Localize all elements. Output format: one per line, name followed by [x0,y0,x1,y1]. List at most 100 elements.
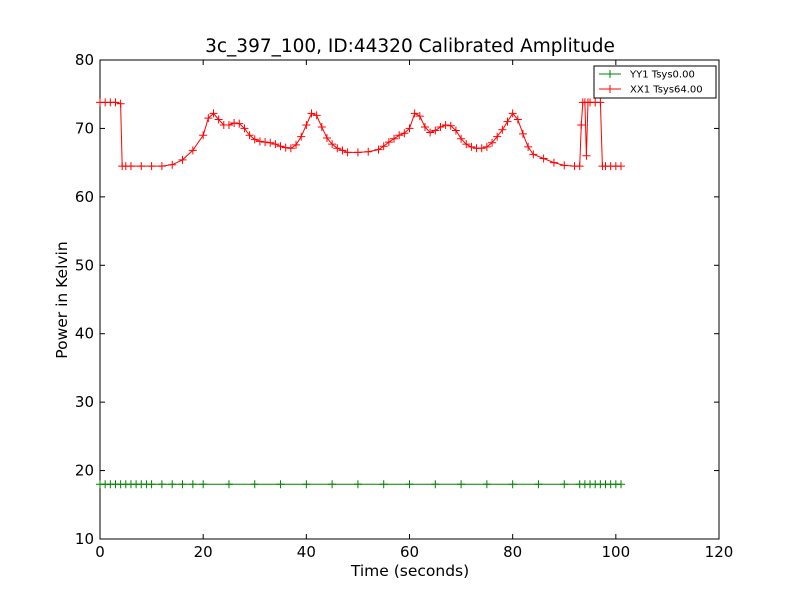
data-point [549,158,558,167]
data-point [467,142,476,151]
data-point [577,121,586,130]
data-point [503,117,512,126]
data-point [126,162,135,171]
data-point [168,480,177,489]
data-point [276,142,285,151]
x-tick-label: 60 [400,543,419,561]
data-point [322,134,331,143]
data-point [518,129,527,138]
plot-area: 0 20 40 60 80 100 120 10 20 30 40 50 60 70 80 YY1 Tsys0… [75,51,733,561]
data-point [343,148,352,157]
data-point [457,134,466,143]
data-point [224,121,233,130]
data-point [457,480,466,489]
data-point [328,140,337,149]
data-point [137,162,146,171]
data-point [111,98,120,107]
data-point [266,138,275,147]
data-point [307,109,316,118]
data-point [395,131,404,140]
legend-marker [606,85,614,93]
data-point [482,480,491,489]
data-point [353,148,362,157]
data-point [312,111,321,120]
series-1 [96,480,625,489]
y-axis-label: Power in Kelvin [53,241,71,358]
data-point [214,115,223,124]
data-point [157,480,166,489]
data-point [529,150,538,159]
data-point [539,154,548,163]
data-point [436,123,445,132]
data-point [147,480,156,489]
data-point [199,131,208,140]
data-point [379,480,388,489]
data-point [410,109,419,118]
data-point [560,161,569,170]
data-point [379,142,388,151]
y-tick-label: 20 [75,462,94,480]
legend-marker [606,70,614,78]
data-point [116,99,125,108]
data-point [328,480,337,489]
data-point [582,151,591,160]
data-point [178,155,187,164]
x-axis-label: Time (seconds) [350,562,469,580]
data-point [281,143,290,152]
data-point [240,124,249,133]
x-tick-label: 0 [95,543,105,561]
data-point [446,121,455,130]
y-tick-label: 10 [75,530,94,548]
data-point [493,132,502,141]
data-point [482,142,491,151]
data-point [353,480,362,489]
data-point [374,145,383,154]
data-point [575,162,584,171]
data-point [188,146,197,155]
data-point [188,480,197,489]
data-point [276,480,285,489]
data-point [204,114,213,123]
data-point [616,480,625,489]
data-point [364,147,373,156]
data-point [534,480,543,489]
data-point [199,480,208,489]
data-point [302,480,311,489]
data-point [390,134,399,143]
y-tick-label: 80 [75,51,94,69]
data-point [560,480,569,489]
data-point [498,125,507,134]
data-point [384,138,393,147]
y-tick-label: 70 [75,119,94,137]
data-point [616,162,625,171]
data-point [488,138,497,147]
chart-title: 3c_397_100, ID:44320 Calibrated Amplitud… [205,36,615,57]
legend-entry: YY1 Tsys0.00 [629,70,695,81]
data-point [477,144,486,153]
data-point [235,119,244,128]
data-point [524,142,533,151]
data-point [415,112,424,121]
y-tick-label: 40 [75,325,94,343]
data-point [405,124,414,133]
data-point [302,121,311,130]
data-point [441,121,450,130]
data-point [420,123,429,132]
series-2 [96,98,625,171]
data-point [271,140,280,149]
data-point [338,146,347,155]
x-tick-label: 120 [705,543,734,561]
data-point [297,132,306,141]
data-point [596,98,605,107]
data-point [451,126,460,135]
data-point [250,135,259,144]
x-tick-label: 80 [503,543,522,561]
legend: YY1 Tsys0.00 XX1 Tsys64.00 [593,65,717,99]
data-point [292,140,301,149]
x-tick-label: 40 [297,543,316,561]
data-point [230,118,239,127]
x-tick-label: 20 [194,543,213,561]
data-point [224,480,233,489]
data-point [147,162,156,171]
